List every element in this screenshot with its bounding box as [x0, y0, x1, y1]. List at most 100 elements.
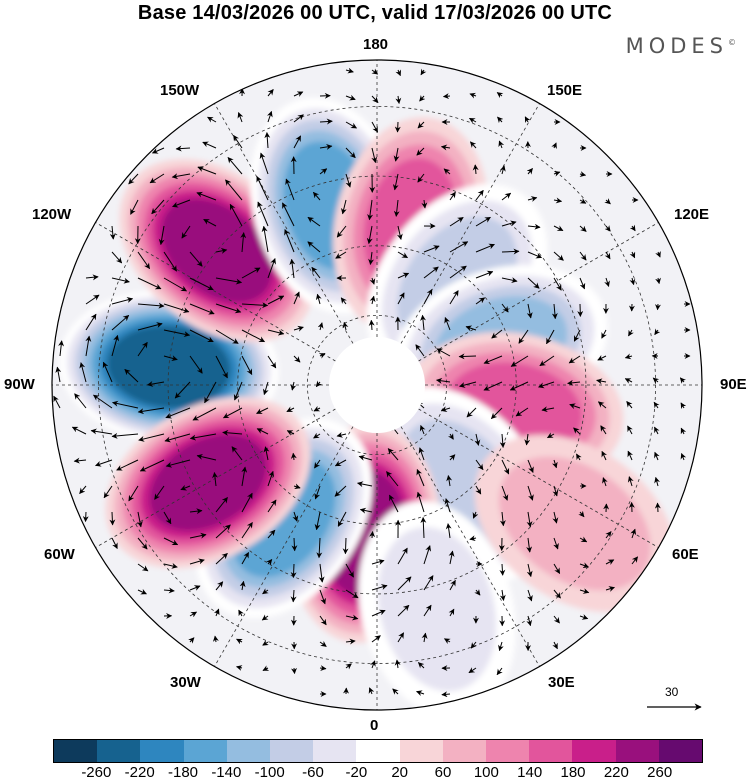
wind-arrow: [315, 380, 323, 388]
latitude-circle: [306, 314, 448, 456]
wind-arrow: [103, 485, 113, 499]
wind-arrow: [318, 353, 326, 359]
wind-arrow: [267, 329, 285, 336]
wind-arrow: [236, 638, 243, 645]
wind-arrow: [342, 321, 349, 331]
wind-arrow: [419, 95, 426, 102]
wind-arrow: [654, 502, 661, 513]
wind-arrow: [436, 348, 451, 357]
wind-arrow: [207, 116, 217, 123]
graticule: [52, 60, 702, 710]
wind-arrow: [137, 563, 149, 572]
anomaly-positive: [474, 434, 675, 613]
wind-arrow: [496, 92, 504, 99]
wind-arrow: [501, 277, 518, 284]
reference-vector-label: 30: [665, 685, 679, 699]
wind-arrow: [345, 638, 356, 645]
wind-arrow: [236, 665, 243, 671]
wind-arrow: [345, 663, 352, 670]
wind-arrow: [501, 459, 510, 475]
wind-arrow: [73, 457, 87, 464]
wind-arrow: [136, 511, 143, 528]
wind-arrow: [315, 293, 322, 305]
wind-arrow: [538, 381, 555, 389]
wind-arrow: [188, 637, 195, 644]
wind-arrow: [579, 614, 589, 620]
wind-arrow: [539, 355, 555, 367]
wind-arrow: [192, 407, 217, 421]
wind-arrow: [286, 430, 295, 436]
wind-arrow: [679, 377, 687, 384]
wind-arrow: [449, 579, 456, 591]
colorbar-swatch: [442, 740, 487, 762]
wind-arrow: [423, 266, 439, 279]
wind-arrow: [579, 562, 590, 569]
wind-arrow: [397, 632, 405, 643]
wind-arrow: [371, 559, 385, 565]
wind-arrow: [189, 277, 214, 291]
colorbar-swatch: [572, 740, 616, 762]
wind-arrow: [146, 381, 165, 387]
wind-arrow: [468, 667, 477, 674]
lon-label-90w: 90W: [4, 376, 35, 393]
wind-arrow: [444, 498, 451, 513]
colorbar-tick-label: -20: [345, 764, 368, 781]
wind-arrow: [680, 402, 687, 410]
meridian-line: [376, 384, 540, 667]
wind-arrow: [267, 89, 274, 97]
wind-arrow: [472, 164, 479, 175]
wind-arrow: [443, 168, 451, 175]
wind-arrow: [163, 303, 190, 314]
wind-arrow: [497, 116, 504, 124]
wind-arrow: [293, 355, 301, 363]
wind-arrow: [137, 537, 148, 550]
wind-arrow: [215, 247, 228, 254]
wind-arrow: [368, 687, 375, 695]
wind-arrow: [420, 314, 427, 331]
wind-arrow: [573, 427, 581, 435]
wind-arrow: [444, 317, 451, 331]
wind-arrow: [499, 165, 506, 175]
colorbar-tick-label: -60: [302, 764, 324, 781]
wind-arrow: [652, 377, 660, 384]
wind-arrow: [491, 329, 503, 339]
wind-arrow: [629, 251, 636, 259]
lon-label-60e: 60E: [672, 546, 699, 563]
wind-arrow: [257, 201, 269, 227]
wind-arrow: [345, 147, 356, 159]
wind-arrow: [579, 198, 587, 204]
wind-arrow: [334, 485, 347, 497]
wind-arrow: [241, 329, 266, 343]
wind-arrow: [442, 93, 451, 100]
wind-arrow: [74, 393, 87, 409]
wind-arrow: [171, 173, 191, 180]
wind-arrow: [116, 459, 139, 471]
wind-arrow: [266, 110, 273, 123]
wind-arrow: [449, 265, 467, 279]
wind-arrow: [222, 407, 243, 419]
wind-arrow: [498, 140, 505, 149]
wind-arrow: [396, 225, 403, 240]
wind-arrow: [293, 135, 302, 149]
wind-arrow: [527, 251, 543, 259]
anomaly-contour: [378, 527, 497, 692]
wind-arrow: [510, 355, 529, 367]
wind-arrow: [393, 147, 400, 162]
wind-arrow: [233, 381, 243, 401]
wind-arrow: [394, 659, 401, 669]
wind-arrow: [501, 485, 509, 501]
wind-arrow: [579, 225, 587, 232]
wind-arrow: [475, 459, 484, 471]
meridian-line: [95, 384, 378, 548]
wind-arrow: [386, 471, 399, 487]
wind-arrow: [130, 199, 139, 215]
colorbar-swatch: [140, 740, 184, 762]
wind-arrow: [578, 510, 585, 518]
wind-arrow: [416, 147, 425, 156]
wind-arrow: [371, 609, 386, 617]
wind-arrow: [553, 251, 564, 261]
wind-arrow: [527, 589, 533, 602]
wind-arrow: [465, 325, 477, 332]
wind-arrow: [526, 303, 533, 319]
wind-arrow: [449, 191, 456, 201]
